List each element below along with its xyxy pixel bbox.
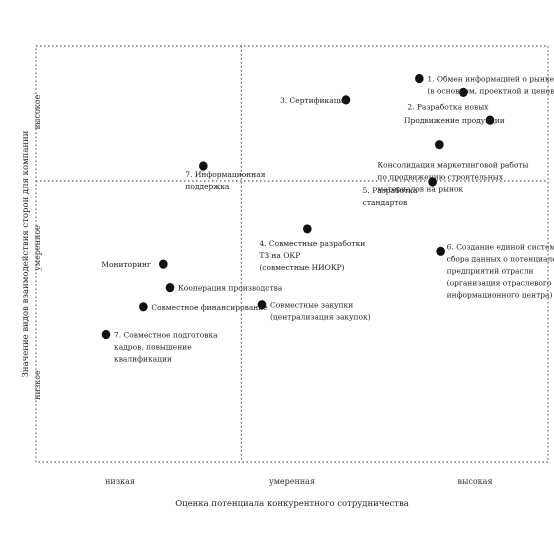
data-point-label: 2. Разработка новых [407, 102, 489, 111]
x-tick-label: высокая [458, 477, 493, 486]
data-point-marker [139, 302, 148, 312]
data-point-marker [303, 224, 312, 234]
y-axis-title: Значение видов взаимодействия сторон для… [21, 130, 31, 377]
data-point-marker [459, 87, 468, 97]
data-point-label: 7. Совместное подготовка кадров, повышени… [114, 331, 218, 364]
x-tick-label: умеренная [269, 477, 315, 486]
data-point-marker [428, 177, 437, 187]
y-tick-label: высокое [33, 94, 42, 129]
data-point-label: Мониторинг [101, 260, 151, 269]
data-point-label: Совместные закупки (централизация закупок… [270, 301, 371, 322]
data-point-marker [415, 73, 424, 84]
data-point-label: 1. Обмен информацией о рынке (в основном,… [427, 75, 554, 96]
x-tick-label: низкая [105, 477, 135, 486]
data-point-label: Кооперация производства [178, 284, 283, 293]
data-point-marker [199, 161, 208, 171]
y-tick-label: низкое [33, 370, 42, 400]
data-point-marker [341, 95, 351, 105]
data-point-marker [485, 115, 495, 125]
data-point-label: 3. Сертификация [280, 96, 349, 105]
data-point-marker [159, 259, 168, 269]
data-point-marker [165, 283, 175, 293]
data-point-label: 5. Разработка стандартов [363, 186, 418, 207]
data-point-label: 7. Информационная поддержка [185, 170, 265, 191]
x-axis-ticks: низкая умеренная высокая [105, 477, 492, 486]
data-points: 1. Обмен информацией о рынке (в основном,… [101, 73, 554, 364]
data-point-marker [101, 329, 111, 340]
data-point-marker [257, 300, 267, 310]
data-point-label: 6. Создание единой системы сбора данных о… [447, 242, 554, 299]
y-tick-label: умеренное [33, 225, 42, 271]
data-point-label: Продвижение продукции [404, 116, 505, 125]
data-point-label: 4. Совместные разработки ТЗ на ОКР (совмес… [259, 239, 365, 272]
x-axis-title: Оценка потенциала конкурентного сотрудни… [175, 499, 409, 509]
data-point-label: Совместное финансирование [151, 303, 268, 312]
data-point-label: Консолидация маркетинговой работы по прод… [377, 161, 528, 194]
data-point-marker [435, 140, 444, 150]
y-axis-ticks: низкое умеренное высокое [33, 94, 42, 399]
plot-area-frame [35, 45, 549, 463]
data-point-marker [436, 246, 445, 256]
